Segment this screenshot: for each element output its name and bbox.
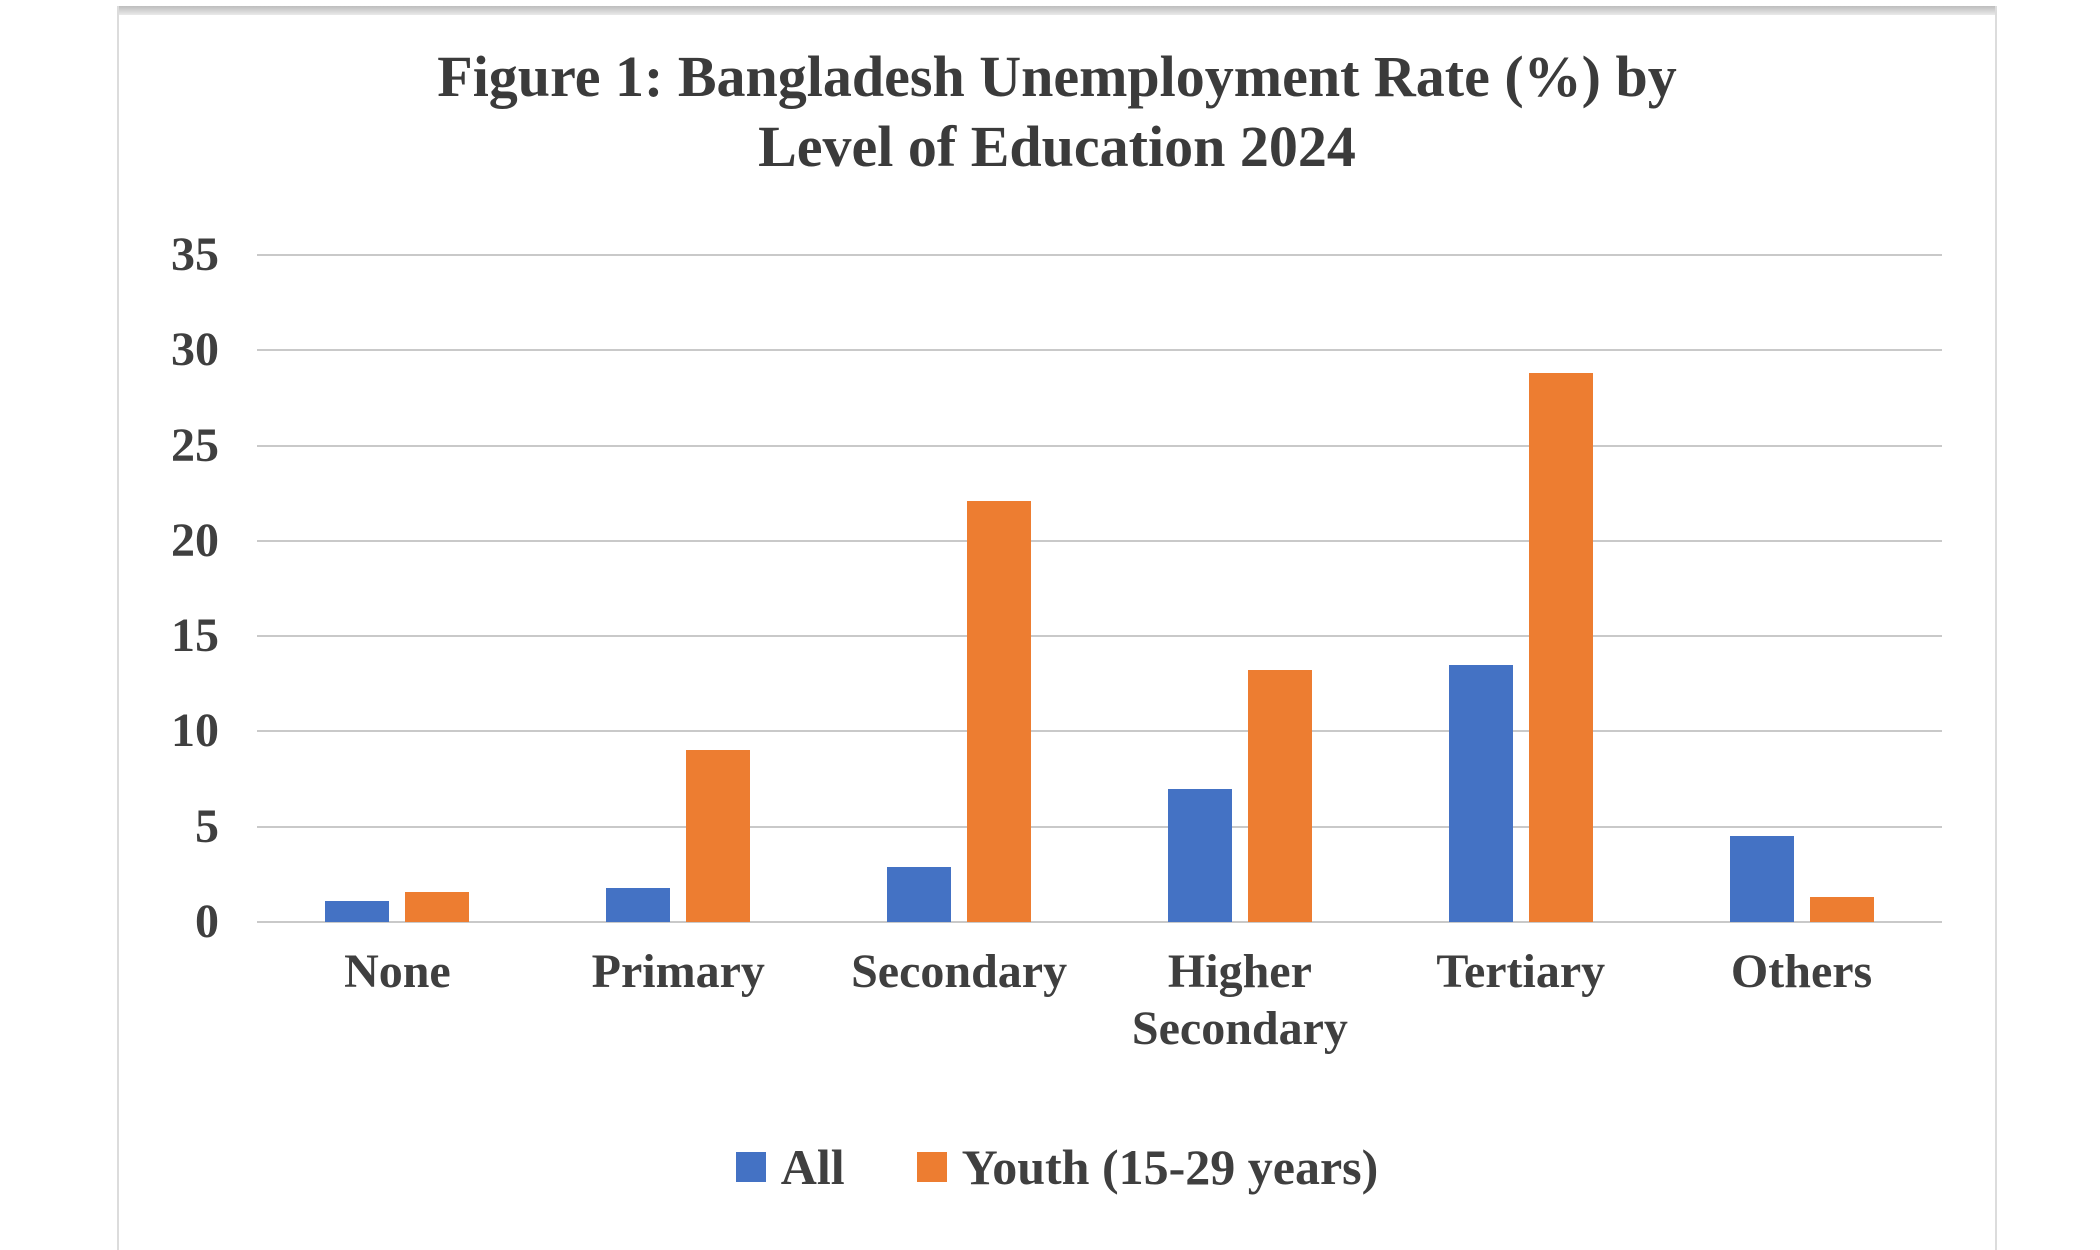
bar-youth-15-29-years-primary xyxy=(686,750,751,922)
x-axis-label-others: Others xyxy=(1730,945,1873,998)
y-axis-tick-35: 35 xyxy=(171,228,219,281)
legend-swatch-icon xyxy=(735,1152,766,1182)
chart-title-line1: Figure 1: Bangladesh Unemployment Rate (… xyxy=(437,44,1677,109)
gridline-y10 xyxy=(257,730,1942,733)
x-axis-label-none: None xyxy=(344,945,451,998)
y-axis-tick-15: 15 xyxy=(171,609,219,663)
legend-item-youth-15-29-years: Youth (15-29 years) xyxy=(916,1138,1379,1196)
y-axis-tick-20: 20 xyxy=(171,513,219,567)
chart-title-line2: Level of Education 2024 xyxy=(758,113,1356,179)
gridline-y25 xyxy=(257,444,1942,447)
y-axis-tick-5: 5 xyxy=(195,799,219,853)
y-axis-tick-0: 0 xyxy=(195,895,219,948)
bar-all-primary xyxy=(606,888,671,922)
bar-all-higher-secondary xyxy=(1167,789,1232,922)
bar-youth-15-29-years-none xyxy=(405,892,470,922)
bar-youth-15-29-years-secondary xyxy=(967,501,1032,922)
legend-label: Youth (15-29 years) xyxy=(961,1139,1379,1195)
bar-all-none xyxy=(325,901,390,922)
chart-title: Figure 1: Bangladesh Unemployment Rate (… xyxy=(119,42,1995,181)
bar-youth-15-29-years-others xyxy=(1809,897,1874,922)
x-axis-label-tertiary: Tertiary xyxy=(1436,945,1606,998)
gridline-y30 xyxy=(257,349,1942,352)
bar-all-tertiary xyxy=(1448,665,1513,922)
gridline-y0 xyxy=(257,921,1942,923)
plot-area: 0 5 10 15 20 25 30 35 None Primary Secondary Higher… xyxy=(119,6,1995,1250)
bar-all-secondary xyxy=(887,867,952,922)
x-axis-label-higher-secondary: Higher Secondary xyxy=(1131,945,1348,1055)
bar-all-others xyxy=(1729,836,1794,922)
bar-youth-15-29-years-higher-secondary xyxy=(1247,670,1312,922)
y-axis-tick-25: 25 xyxy=(171,418,219,472)
figure-container: Figure 1: Bangladesh Unemployment Rate (… xyxy=(117,6,1997,1250)
figure-top-edge xyxy=(119,6,1995,15)
legend-label: All xyxy=(780,1139,845,1195)
legend: All Youth (15-29 years) xyxy=(119,1138,1995,1196)
x-axis-label-primary: Primary xyxy=(591,945,765,998)
bar-youth-15-29-years-tertiary xyxy=(1528,373,1593,922)
gridline-y35 xyxy=(257,254,1942,256)
legend-swatch-icon xyxy=(916,1152,947,1182)
gridline-y5 xyxy=(257,825,1942,828)
gridline-y20 xyxy=(257,539,1942,542)
legend-item-all: All xyxy=(735,1138,845,1196)
x-axis-label-secondary: Secondary xyxy=(851,945,1068,998)
y-axis-tick-10: 10 xyxy=(171,704,219,758)
y-axis-tick-30: 30 xyxy=(171,323,219,377)
gridline-y15 xyxy=(257,635,1942,638)
